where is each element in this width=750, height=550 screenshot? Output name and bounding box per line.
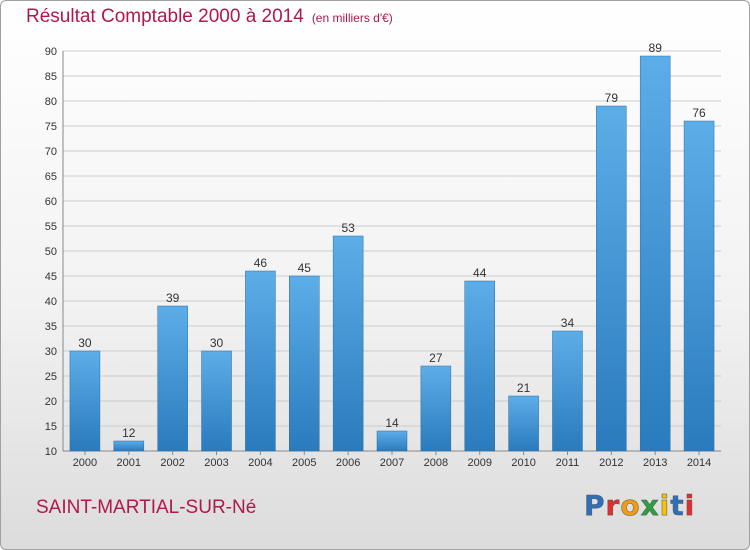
- data-label: 12: [122, 426, 136, 440]
- logo-letter: i: [659, 489, 671, 523]
- chart-title: Résultat Comptable 2000 à 2014 (en millie…: [26, 6, 393, 28]
- logo-letter: r: [605, 489, 621, 523]
- y-tick-label: 35: [45, 321, 57, 333]
- y-tick-label: 20: [45, 396, 57, 408]
- bar: [201, 350, 232, 452]
- y-tick-label: 70: [45, 146, 57, 158]
- title-text: Résultat Comptable 2000 à 2014: [26, 6, 304, 27]
- data-label: 30: [210, 336, 224, 350]
- data-label: 79: [605, 91, 619, 105]
- data-label: 34: [561, 316, 575, 330]
- logo-letter: o: [620, 489, 641, 523]
- logo-letter: t: [670, 489, 685, 523]
- bar: [332, 235, 364, 452]
- commune-name: SAINT-MARTIAL-SUR-Né: [36, 497, 257, 518]
- y-tick-label: 80: [45, 96, 57, 108]
- bar: [245, 270, 276, 452]
- bar: [508, 395, 539, 452]
- logo-letter: P: [584, 489, 606, 523]
- y-tick-label: 85: [45, 71, 57, 83]
- bar: [113, 440, 145, 452]
- x-tick-label: 2010: [511, 457, 535, 469]
- bar: [683, 120, 715, 452]
- bar: [289, 275, 320, 452]
- x-tick-label: 2007: [380, 457, 404, 469]
- bar: [376, 430, 408, 452]
- bar: [69, 350, 101, 452]
- x-tick-label: 2002: [160, 457, 184, 469]
- data-label: 30: [78, 336, 92, 350]
- bar: [464, 280, 495, 452]
- data-label: 45: [298, 261, 312, 275]
- bar: [157, 305, 188, 452]
- x-tick-label: 2004: [248, 457, 272, 469]
- x-tick-label: 2003: [204, 457, 228, 469]
- y-tick-label: 60: [45, 196, 57, 208]
- bar: [596, 105, 627, 452]
- data-label: 46: [254, 256, 268, 270]
- x-tick-label: 2012: [599, 457, 623, 469]
- y-tick-label: 75: [45, 121, 57, 133]
- x-tick-label: 2011: [556, 457, 580, 469]
- logo-letter: i: [684, 489, 696, 523]
- title-unit: (en milliers d'€): [311, 11, 393, 25]
- x-tick-label: 2014: [687, 457, 711, 469]
- logo-letter: x: [640, 489, 660, 523]
- bar: [639, 55, 671, 452]
- y-tick-label: 30: [45, 346, 57, 358]
- proxiti-logo: Proxiti: [584, 489, 696, 523]
- y-tick-label: 55: [45, 221, 57, 233]
- x-tick-label: 2013: [643, 457, 667, 469]
- y-tick-label: 10: [45, 446, 57, 458]
- x-tick-label: 2006: [336, 457, 360, 469]
- bar: [420, 365, 452, 452]
- data-label: 53: [341, 221, 355, 235]
- y-tick-label: 50: [45, 246, 57, 258]
- bar: [552, 330, 583, 452]
- y-tick-label: 25: [45, 371, 57, 383]
- y-tick-label: 15: [45, 421, 57, 433]
- y-tick-label: 65: [45, 171, 57, 183]
- x-tick-label: 2005: [292, 457, 316, 469]
- data-label: 89: [649, 41, 663, 55]
- x-tick-label: 2009: [467, 457, 491, 469]
- data-label: 21: [517, 381, 531, 395]
- data-label: 27: [429, 351, 443, 365]
- y-tick-label: 45: [45, 271, 57, 283]
- data-label: 76: [692, 106, 706, 120]
- data-label: 39: [166, 291, 180, 305]
- data-label: 14: [385, 416, 399, 430]
- x-tick-label: 2001: [117, 457, 141, 469]
- y-tick-label: 90: [45, 46, 57, 58]
- y-tick-label: 40: [45, 296, 57, 308]
- x-tick-label: 2000: [73, 457, 97, 469]
- data-label: 44: [473, 266, 487, 280]
- x-tick-label: 2008: [424, 457, 448, 469]
